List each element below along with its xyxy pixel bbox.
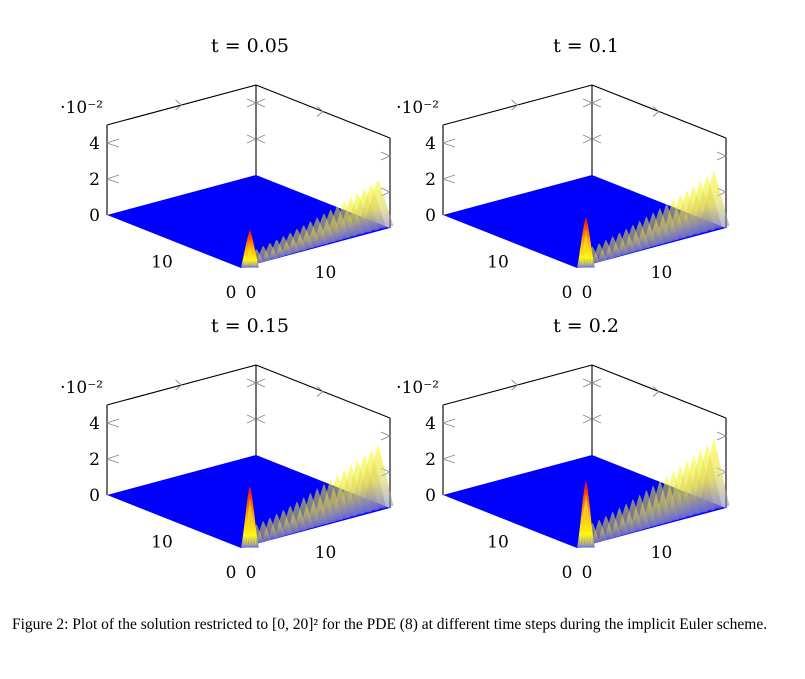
z-multiplier-label: ·10⁻² <box>60 98 103 118</box>
x-tick-labels: 0 10 <box>151 253 236 304</box>
z-tick-label: 2 <box>425 450 436 470</box>
z-tick-labels: 0 2 4 <box>89 414 100 506</box>
spike-stripe <box>250 255 257 266</box>
surface-plot-t01: t = 0.1 0 2 4 ·10⁻² 0 10 0 10 <box>386 30 746 320</box>
x-tick-labels: 0 10 <box>487 533 572 584</box>
ridge-segment <box>362 179 394 231</box>
spike-stripe <box>586 506 593 546</box>
z-tick-labels: 0 2 4 <box>425 414 436 506</box>
y-tick-label: 10 <box>315 543 337 563</box>
x-tick-label: 10 <box>487 253 509 273</box>
wall-ticks <box>441 98 728 197</box>
axis-box <box>106 364 391 508</box>
x-tick-label: 0 <box>226 283 237 303</box>
surface-svg: t = 0.15 0 2 4 ·10⁻² 0 10 0 10 <box>60 315 394 584</box>
plot-title: t = 0.15 <box>211 315 289 337</box>
surface-plot-t02: t = 0.2 0 2 4 ·10⁻² 0 10 0 10 <box>386 310 746 600</box>
z-tick-labels: 0 2 4 <box>425 134 436 226</box>
y-tick-labels: 0 10 <box>246 543 337 583</box>
x-tick-labels: 0 10 <box>487 253 572 304</box>
z-tick-label: 0 <box>89 486 100 506</box>
spike-stripe <box>246 506 250 546</box>
surface-svg: t = 0.1 0 2 4 ·10⁻² 0 10 0 10 <box>396 35 730 304</box>
wall-ticks <box>105 98 392 197</box>
figure-caption: Figure 2: Plot of the solution restricte… <box>12 616 768 633</box>
y-tick-label: 0 <box>582 563 593 583</box>
surface-svg: t = 0.05 0 2 4 ·10⁻² 0 10 0 10 <box>60 35 394 304</box>
y-tick-label: 0 <box>582 283 593 303</box>
ridge-series <box>243 444 394 549</box>
z-tick-label: 4 <box>425 134 436 154</box>
spike-stripe <box>243 512 250 546</box>
y-tick-label: 10 <box>315 263 337 283</box>
spike-stripe <box>250 512 257 546</box>
z-tick-label: 0 <box>89 206 100 226</box>
ridge-segment <box>362 444 394 511</box>
x-tick-label: 10 <box>151 253 173 273</box>
spike-stripe <box>586 242 593 266</box>
z-tick-label: 2 <box>89 170 100 190</box>
z-multiplier-label: ·10⁻² <box>396 378 439 398</box>
surface-plot-t015: t = 0.15 0 2 4 ·10⁻² 0 10 0 10 <box>50 310 410 600</box>
surface-svg: t = 0.2 0 2 4 ·10⁻² 0 10 0 10 <box>396 315 730 584</box>
spike-stripe <box>246 249 250 266</box>
z-tick-label: 2 <box>425 170 436 190</box>
x-tick-label: 10 <box>151 533 173 553</box>
y-tick-label: 0 <box>246 283 257 303</box>
spike-stripe <box>586 236 590 266</box>
plot-title: t = 0.2 <box>553 315 619 337</box>
x-tick-label: 0 <box>226 563 237 583</box>
z-tick-label: 4 <box>89 414 100 434</box>
y-tick-label: 10 <box>651 263 673 283</box>
z-multiplier-label: ·10⁻² <box>396 98 439 118</box>
y-tick-label: 10 <box>651 543 673 563</box>
z-tick-label: 2 <box>89 450 100 470</box>
x-tick-label: 10 <box>487 533 509 553</box>
z-tick-label: 0 <box>425 486 436 506</box>
x-tick-label: 0 <box>562 563 573 583</box>
plot-title: t = 0.1 <box>553 35 619 57</box>
spike-stripe <box>582 236 586 266</box>
y-tick-label: 0 <box>246 563 257 583</box>
z-tick-labels: 0 2 4 <box>89 134 100 226</box>
z-tick-label: 0 <box>425 206 436 226</box>
surface-plot-t005: t = 0.05 0 2 4 ·10⁻² 0 10 0 10 <box>50 30 410 320</box>
spike-stripe <box>579 242 586 266</box>
plot-title: t = 0.05 <box>211 35 289 57</box>
z-tick-label: 4 <box>425 414 436 434</box>
ridge-segment <box>698 171 730 231</box>
spike-stripe <box>582 500 586 546</box>
y-tick-labels: 0 10 <box>246 263 337 303</box>
ridge-segment <box>698 439 730 511</box>
z-tick-label: 4 <box>89 134 100 154</box>
y-tick-labels: 0 10 <box>582 543 673 583</box>
z-multiplier-label: ·10⁻² <box>60 378 103 398</box>
x-tick-labels: 0 10 <box>151 533 236 584</box>
spike-stripe <box>579 506 586 546</box>
y-tick-labels: 0 10 <box>582 263 673 303</box>
x-tick-label: 0 <box>562 283 573 303</box>
